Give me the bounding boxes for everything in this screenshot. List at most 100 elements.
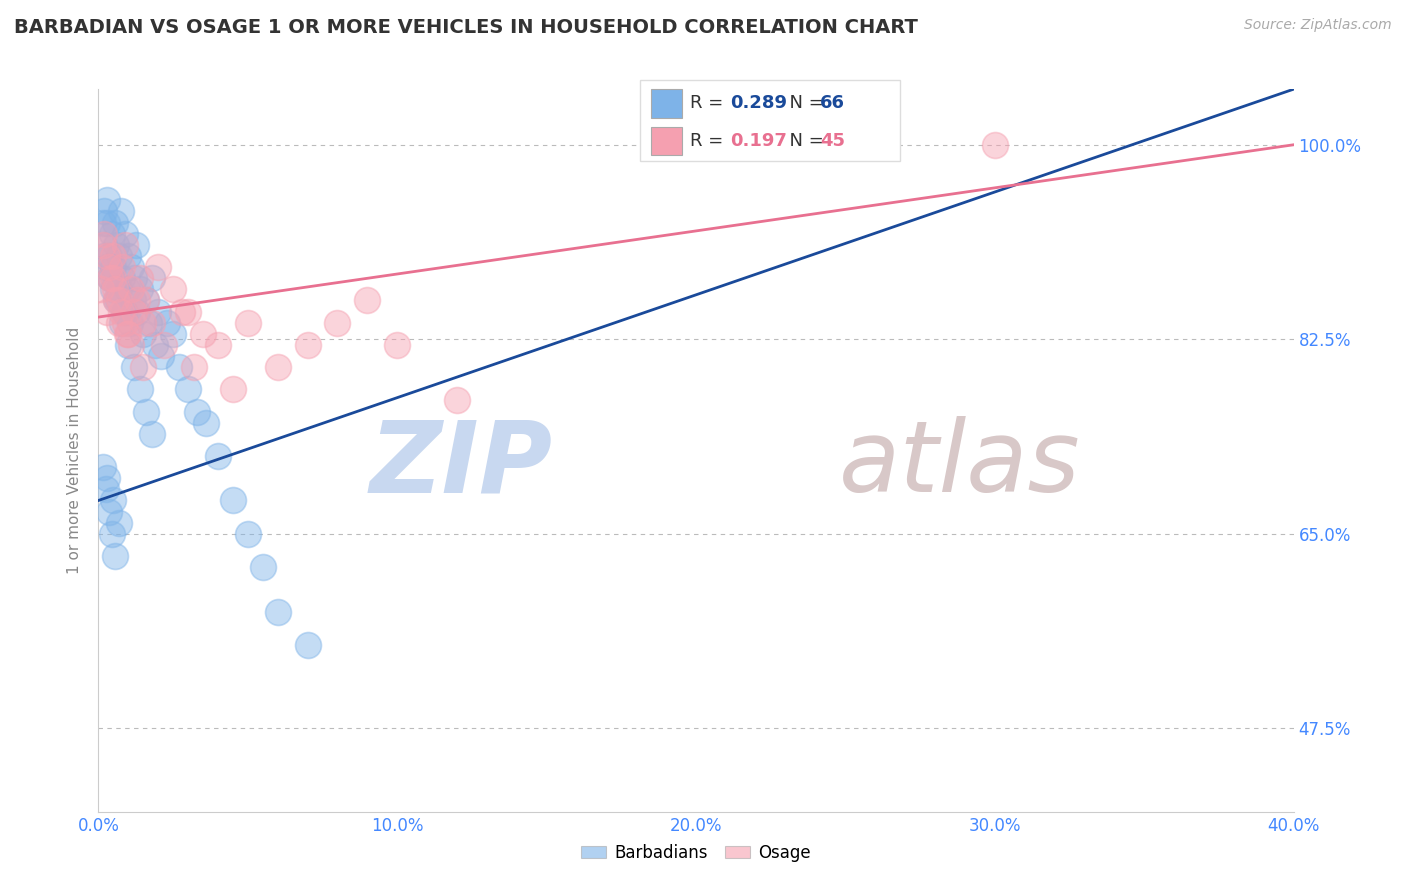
Point [138,316,160,330]
Point [103,260,125,274]
Legend: Barbadians, Osage: Barbadians, Osage [575,837,817,869]
Text: R =: R = [690,95,730,112]
Text: N =: N = [778,95,830,112]
Point [91,216,114,230]
Point [93,204,115,219]
Point [105,293,128,308]
Point [114,316,136,330]
Point [110,304,132,318]
Text: BARBADIAN VS OSAGE 1 OR MORE VEHICLES IN HOUSEHOLD CORRELATION CHART: BARBADIAN VS OSAGE 1 OR MORE VEHICLES IN… [14,18,918,37]
Point [96,471,118,485]
Point [120,338,142,352]
Point [222,382,245,396]
Point [195,416,218,430]
Point [132,360,155,375]
Point [120,260,142,274]
Point [150,349,173,363]
Point [117,326,139,341]
Point [108,516,131,530]
Point [121,293,143,308]
Point [141,316,163,330]
Point [222,493,245,508]
Point [135,404,157,418]
Point [167,360,190,375]
Point [94,260,117,274]
Point [385,338,409,352]
Point [96,249,118,263]
Point [153,338,176,352]
Point [129,382,152,396]
Point [101,526,124,541]
Point [115,326,138,341]
Point [104,549,127,563]
Point [124,271,146,285]
Text: ZIP: ZIP [370,417,553,514]
Point [252,560,274,574]
Point [94,483,117,497]
Point [93,237,115,252]
Point [183,360,205,375]
Point [156,316,179,330]
Text: Source: ZipAtlas.com: Source: ZipAtlas.com [1244,18,1392,32]
Point [124,304,146,318]
Y-axis label: 1 or more Vehicles in Household: 1 or more Vehicles in Household [67,326,83,574]
Point [127,293,149,308]
Point [267,605,290,619]
Text: atlas: atlas [839,417,1081,514]
Point [90,282,112,296]
Point [984,137,1007,152]
Point [97,505,120,519]
Point [236,316,259,330]
Point [124,360,146,375]
Point [108,282,131,296]
Point [177,382,200,396]
Point [98,271,122,285]
Text: 0.197: 0.197 [730,132,786,150]
Point [135,293,157,308]
Point [114,304,136,318]
Point [207,449,229,463]
Point [120,282,142,296]
Point [107,293,129,308]
Point [207,338,229,352]
Point [97,249,120,263]
Text: 66: 66 [820,95,845,112]
Point [115,282,138,296]
Text: 45: 45 [820,132,845,150]
Point [129,282,152,296]
Point [103,282,125,296]
Point [111,260,134,274]
Point [96,216,118,230]
Point [143,338,166,352]
Point [117,249,139,263]
Point [267,360,290,375]
Point [93,249,115,263]
Point [93,227,115,241]
Point [118,316,141,330]
Point [114,237,136,252]
Point [236,526,259,541]
Point [91,237,114,252]
Point [103,271,125,285]
Point [98,271,122,285]
Point [127,304,149,318]
Point [105,293,128,308]
Point [172,304,194,318]
Text: R =: R = [690,132,730,150]
Point [162,326,184,341]
Point [97,260,120,274]
Point [132,316,155,330]
Point [297,338,319,352]
Point [114,227,136,241]
Point [132,326,155,341]
Point [162,282,184,296]
Point [191,326,214,341]
Point [103,493,125,508]
Point [104,282,127,296]
Point [103,249,125,263]
Point [141,426,163,441]
Point [297,638,319,652]
Point [112,304,135,318]
Point [108,293,131,308]
Point [108,316,131,330]
